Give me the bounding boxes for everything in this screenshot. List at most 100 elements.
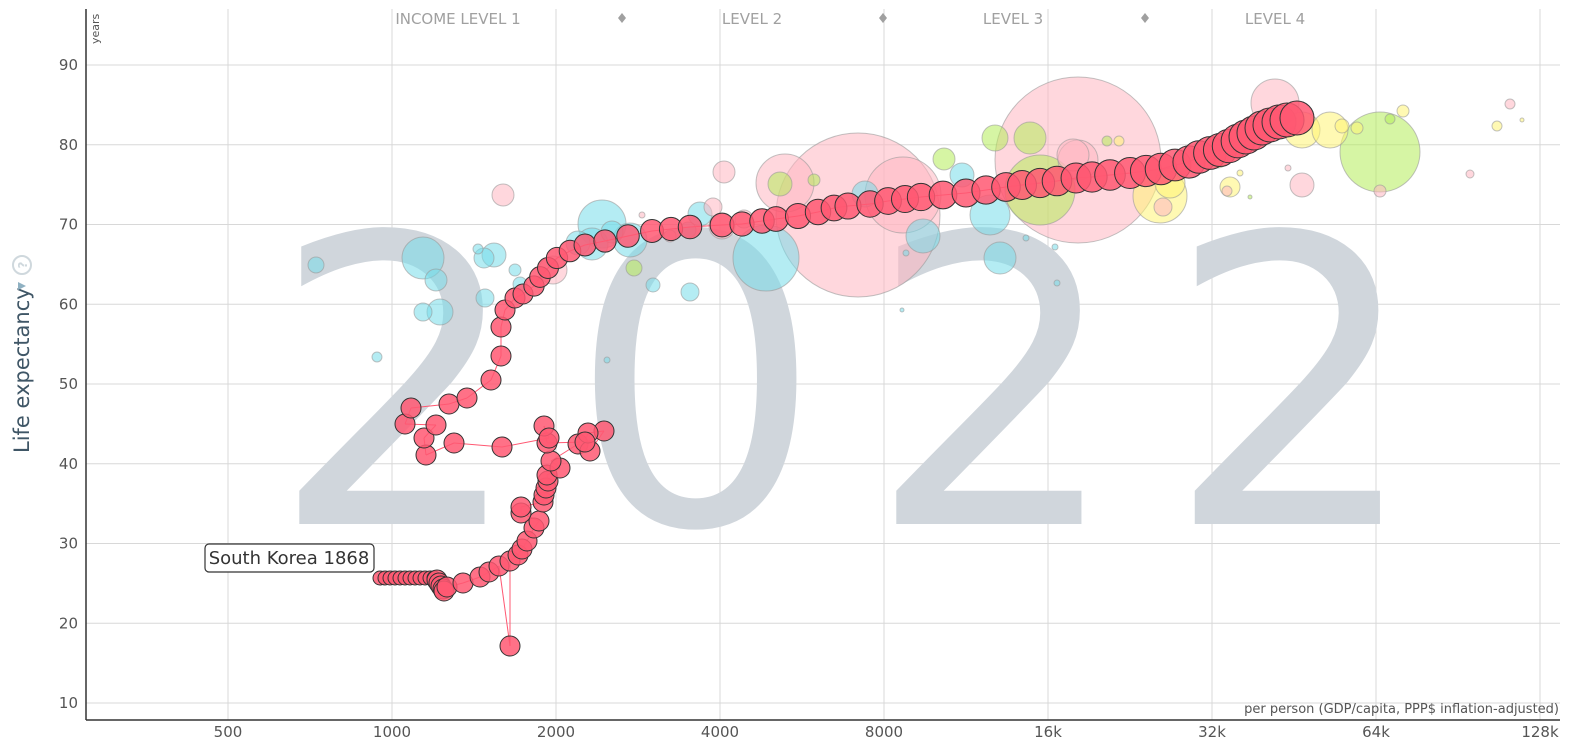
country-bubble[interactable] — [680, 282, 700, 302]
country-bubble[interactable] — [307, 256, 325, 274]
y-tick-label: 30 — [59, 535, 78, 553]
country-bubble[interactable] — [1053, 279, 1061, 287]
trail-bubble[interactable] — [425, 414, 447, 436]
trail-bubble[interactable] — [413, 427, 435, 449]
country-bubble[interactable] — [1491, 120, 1503, 132]
y-tick-label: 80 — [59, 136, 78, 154]
income-level-label: LEVEL 4 — [1245, 10, 1305, 28]
trail-bubble[interactable] — [540, 450, 562, 472]
y-tick-label: 50 — [59, 375, 78, 393]
country-bubble[interactable] — [767, 171, 793, 197]
country-bubble[interactable] — [1101, 135, 1113, 147]
trail-bubble[interactable] — [574, 431, 596, 453]
country-bubble[interactable] — [491, 183, 515, 207]
y-tick-label: 40 — [59, 455, 78, 473]
x-tick-label: 4000 — [701, 723, 739, 741]
income-level-label: LEVEL 2 — [722, 10, 782, 28]
country-bubble[interactable] — [807, 173, 821, 187]
trail-bubble[interactable] — [1279, 100, 1315, 136]
country-bubble[interactable] — [475, 288, 495, 308]
y-tick-label: 10 — [59, 694, 78, 712]
country-bubble[interactable] — [1289, 172, 1315, 198]
y-tick-label: 90 — [59, 56, 78, 74]
country-bubble[interactable] — [902, 249, 910, 257]
diamond-separator-icon — [618, 13, 626, 23]
country-bubble[interactable] — [508, 263, 522, 277]
country-bubble[interactable] — [1373, 184, 1387, 198]
country-bubble[interactable] — [1504, 98, 1516, 110]
country-bubble[interactable] — [1396, 104, 1410, 118]
y-unit-label: years — [89, 13, 102, 44]
help-icon[interactable]: ? — [12, 255, 32, 275]
country-bubble[interactable] — [413, 302, 433, 322]
country-bubble[interactable] — [638, 211, 646, 219]
country-bubble[interactable] — [645, 277, 661, 293]
country-bubble[interactable] — [1051, 243, 1059, 251]
country-bubble[interactable] — [625, 259, 643, 277]
trail-bubble[interactable] — [593, 229, 617, 253]
trail-bubble[interactable] — [528, 510, 550, 532]
country-bubble[interactable] — [1022, 234, 1030, 242]
country-bubble[interactable] — [1247, 194, 1253, 200]
trail-bubble[interactable] — [616, 224, 640, 248]
trail-bubble[interactable] — [677, 214, 703, 240]
x-tick-label: 16k — [1034, 723, 1062, 741]
y-axis-title[interactable]: Life expectancy — [10, 287, 34, 453]
x-tick-label: 64k — [1362, 723, 1390, 741]
trail-bubble[interactable] — [400, 397, 422, 419]
country-bubble[interactable] — [983, 241, 1017, 275]
country-bubble[interactable] — [703, 197, 723, 217]
x-tick-label: 1000 — [373, 723, 411, 741]
country-bubble[interactable] — [905, 218, 941, 254]
country-bubble[interactable] — [1153, 197, 1173, 217]
country-bubble[interactable] — [1519, 117, 1525, 123]
x-tick-label: 2000 — [537, 723, 575, 741]
trail-bubble[interactable] — [499, 635, 521, 657]
x-axis-title[interactable]: per person (GDP/capita, PPP$ inflation-a… — [1244, 702, 1559, 717]
x-tick-label: 8000 — [865, 723, 903, 741]
y-axis-ticks: 10 20 30 40 50 60 70 80 90 — [59, 56, 78, 712]
trail-bubble[interactable] — [443, 432, 465, 454]
country-bubble[interactable] — [472, 243, 484, 255]
background-bubbles[interactable] — [307, 76, 1525, 364]
trail-bubble[interactable] — [480, 369, 502, 391]
y-tick-label: 70 — [59, 216, 78, 234]
svg-text:?: ? — [16, 261, 30, 268]
country-bubble[interactable] — [1334, 118, 1350, 134]
country-bubble[interactable] — [424, 268, 448, 292]
country-bubble[interactable] — [1384, 113, 1396, 125]
country-bubble[interactable] — [1465, 169, 1475, 179]
y-axis-title-group[interactable]: Life expectancy ? — [10, 255, 34, 453]
country-bubble[interactable] — [1284, 164, 1292, 172]
x-axis-ticks: 500 1000 2000 4000 8000 16k 32k 64k 128k — [214, 723, 1559, 741]
trail-bubble[interactable] — [573, 233, 597, 257]
x-tick-label: 32k — [1198, 723, 1226, 741]
country-bubble[interactable] — [1236, 169, 1244, 177]
income-level-label: INCOME LEVEL 1 — [395, 10, 520, 28]
trail-bubble[interactable] — [491, 436, 513, 458]
country-bubble[interactable] — [981, 124, 1009, 152]
trail-bubble[interactable] — [456, 387, 478, 409]
country-bubble[interactable] — [1350, 121, 1364, 135]
dropdown-triangle-icon[interactable] — [18, 282, 26, 290]
country-bubble[interactable] — [899, 307, 905, 313]
x-tick-label: 128k — [1521, 723, 1559, 741]
country-bubble[interactable] — [603, 356, 611, 364]
country-bubble[interactable] — [1113, 135, 1125, 147]
country-bubble[interactable] — [712, 160, 736, 184]
country-bubble[interactable] — [371, 351, 383, 363]
tooltip-label: South Korea 1868 — [209, 548, 370, 569]
south-korea-trail[interactable] — [372, 100, 1315, 657]
country-bubble[interactable] — [1013, 121, 1047, 155]
country-bubble[interactable] — [401, 236, 445, 280]
income-level-label: LEVEL 3 — [983, 10, 1043, 28]
trail-bubble[interactable] — [763, 206, 789, 232]
trail-bubble[interactable] — [510, 496, 532, 518]
country-bubble[interactable] — [1221, 185, 1233, 197]
country-bubble[interactable] — [932, 147, 956, 171]
trail-bubble[interactable] — [438, 393, 460, 415]
trail-bubble[interactable] — [490, 345, 512, 367]
trail-bubble[interactable] — [538, 427, 560, 449]
diamond-separator-icon — [1141, 13, 1149, 23]
